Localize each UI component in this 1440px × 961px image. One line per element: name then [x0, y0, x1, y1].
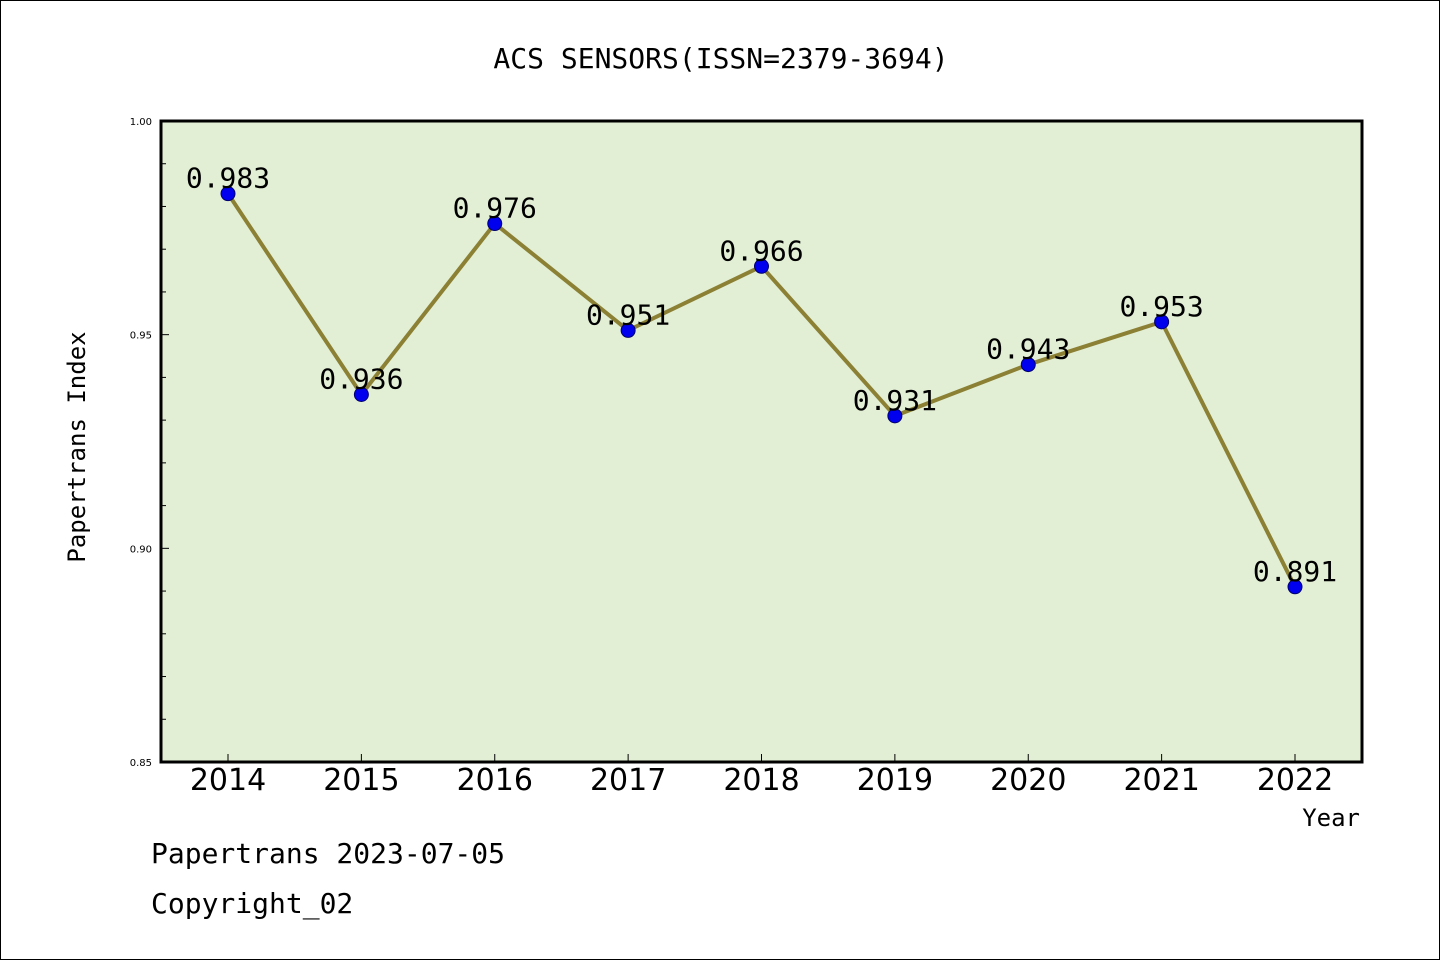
data-point	[1154, 314, 1170, 330]
y-tick-label: 0.90	[130, 544, 152, 555]
data-point	[353, 386, 369, 402]
data-label: 0.943	[986, 333, 1070, 366]
x-tick-label: 2022	[1257, 763, 1333, 798]
x-tick-label: 2021	[1123, 763, 1199, 798]
data-point	[487, 216, 503, 232]
data-label: 0.953	[1119, 290, 1203, 323]
data-label: 0.936	[319, 362, 403, 395]
data-label: 0.976	[453, 192, 537, 225]
x-tick-label: 2016	[457, 763, 533, 798]
x-tick-label: 2018	[723, 763, 799, 798]
data-point	[1287, 579, 1303, 595]
data-point	[887, 408, 903, 424]
x-tick-label: 2020	[990, 763, 1066, 798]
data-label: 0.951	[586, 298, 670, 331]
data-point	[620, 322, 636, 338]
footer-date: Papertrans 2023-07-05	[151, 837, 506, 870]
y-tick-label: 1.00	[130, 117, 152, 128]
data-point	[1020, 357, 1036, 373]
data-label: 0.983	[186, 162, 270, 195]
data-label: 0.931	[853, 384, 937, 417]
x-tick-label: 2019	[857, 763, 933, 798]
chart-title: ACS SENSORS(ISSN=2379-3694)	[493, 42, 948, 75]
x-tick-label: 2015	[323, 763, 399, 798]
plot-area	[161, 121, 1362, 762]
x-tick-label: 2017	[590, 763, 666, 798]
data-label: 0.891	[1253, 555, 1337, 588]
x-tick-label: 2014	[190, 763, 266, 798]
data-point	[754, 258, 769, 274]
plot-border	[159, 119, 1364, 764]
data-point	[220, 186, 236, 202]
y-axis-label: Papertrans Index	[63, 331, 91, 562]
data-label: 0.966	[719, 234, 803, 267]
footer-copyright: Copyright_02	[151, 887, 354, 920]
x-axis-label: Year	[1302, 804, 1360, 832]
y-tick-label: 0.95	[130, 331, 152, 342]
y-tick-label: 0.85	[130, 758, 152, 769]
